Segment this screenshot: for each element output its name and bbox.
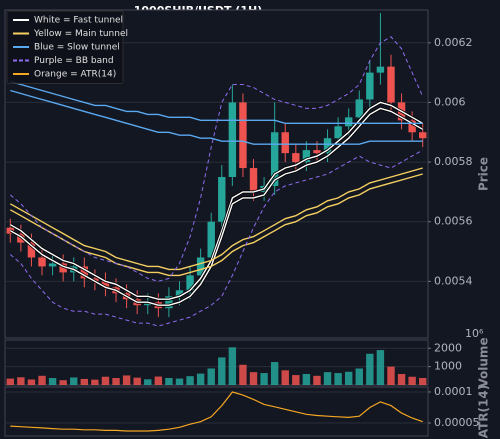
volume-bar [239, 364, 247, 385]
legend-label: Yellow = Main tunnel [33, 29, 128, 39]
line [9, 101, 424, 300]
line [10, 89, 423, 145]
volume-bar [17, 377, 25, 385]
volume-bar [334, 373, 342, 385]
candle-body [196, 257, 205, 276]
legend-label: Orange = ATR(14) [34, 70, 116, 80]
candle-body [6, 227, 14, 234]
candle-body [334, 126, 342, 139]
candle-body [323, 138, 332, 154]
candle-body [302, 150, 311, 163]
candle-body [313, 150, 321, 154]
volume-bar [292, 375, 300, 385]
candle-body [101, 281, 110, 288]
volume-bar [260, 373, 268, 385]
y-tick-label: 0.00005 [434, 416, 480, 429]
volume-bar [122, 375, 131, 385]
line [10, 391, 423, 432]
volume-bar [112, 378, 120, 385]
candle-body [355, 99, 363, 118]
candle-body [207, 221, 215, 258]
volume-bar [27, 379, 36, 385]
volume-bar [419, 378, 427, 385]
legend-label: Purple = BB band [34, 56, 114, 66]
y-tick-label: 0.0062 [434, 36, 473, 49]
volume-bar [355, 368, 363, 385]
candle-body [218, 176, 226, 222]
offset-label: 10⁶ [465, 327, 484, 340]
volume-bar [38, 375, 46, 385]
volume-bar [196, 373, 205, 385]
volume-bar [323, 372, 332, 385]
line [10, 80, 423, 124]
line [9, 173, 423, 277]
volume-bar [186, 376, 194, 385]
volume-bar [144, 379, 152, 385]
volume-bar [91, 379, 99, 385]
candle-body [228, 102, 237, 177]
candle-body [270, 132, 279, 186]
volume-bar [366, 353, 374, 385]
panel [4, 339, 429, 386]
volume-bar [133, 377, 141, 385]
y-tick-label: 0.0001 [434, 385, 473, 398]
candle-body [387, 66, 395, 103]
y-tick-label: 0.006 [434, 95, 466, 108]
candle-body [408, 120, 416, 133]
volume-bar [302, 373, 311, 385]
candle-body [80, 266, 89, 279]
volume-bar [70, 377, 78, 385]
volume-bar [376, 350, 385, 385]
y-axis-label: Volume [477, 337, 491, 387]
volume-bar [165, 378, 173, 385]
candle-body [292, 153, 300, 163]
volume-bar [228, 347, 237, 385]
volume-bar [175, 378, 184, 385]
candle-body [27, 242, 36, 258]
line [9, 149, 423, 327]
candle-body [48, 263, 57, 267]
volume-bar [218, 357, 226, 385]
candle-body [376, 66, 385, 73]
volume-bar [387, 366, 395, 385]
legend-box [6, 10, 124, 84]
line [9, 107, 424, 306]
candle-body [186, 275, 194, 291]
volume-bar [207, 368, 215, 385]
volume-bar [6, 378, 14, 385]
line [9, 167, 423, 271]
y-tick-label: 0.0056 [434, 215, 473, 228]
candle-body [419, 132, 427, 139]
volume-bar [48, 378, 57, 385]
volume-bar [397, 373, 406, 385]
volume-bar [101, 376, 110, 385]
y-tick-label: 1000 [434, 360, 462, 373]
candle-body [175, 290, 184, 297]
volume-bar [313, 375, 321, 385]
y-axis-label: Price [477, 157, 491, 191]
candle-body [344, 117, 353, 127]
candle-body [165, 296, 173, 309]
volume-bar [281, 370, 289, 385]
volume-bar [344, 371, 353, 385]
candle-body [366, 72, 374, 100]
volume-bar [249, 372, 258, 385]
legend-label: Blue = Slow tunnel [34, 43, 120, 53]
volume-bar [80, 378, 89, 385]
y-tick-label: 2000 [434, 341, 462, 354]
y-axis-label: ATR(14) [477, 385, 491, 438]
volume-bar [154, 376, 163, 385]
y-tick-label: 0.0054 [434, 274, 473, 287]
y-tick-label: 0.0058 [434, 155, 473, 168]
volume-bar [408, 376, 416, 385]
candle-body [38, 257, 46, 267]
candle-body [281, 132, 289, 154]
legend-label: White = Fast tunnel [34, 16, 123, 26]
candle-body [239, 102, 247, 169]
volume-bar [270, 362, 279, 385]
candle-body [249, 168, 258, 192]
volume-bar [59, 380, 67, 385]
